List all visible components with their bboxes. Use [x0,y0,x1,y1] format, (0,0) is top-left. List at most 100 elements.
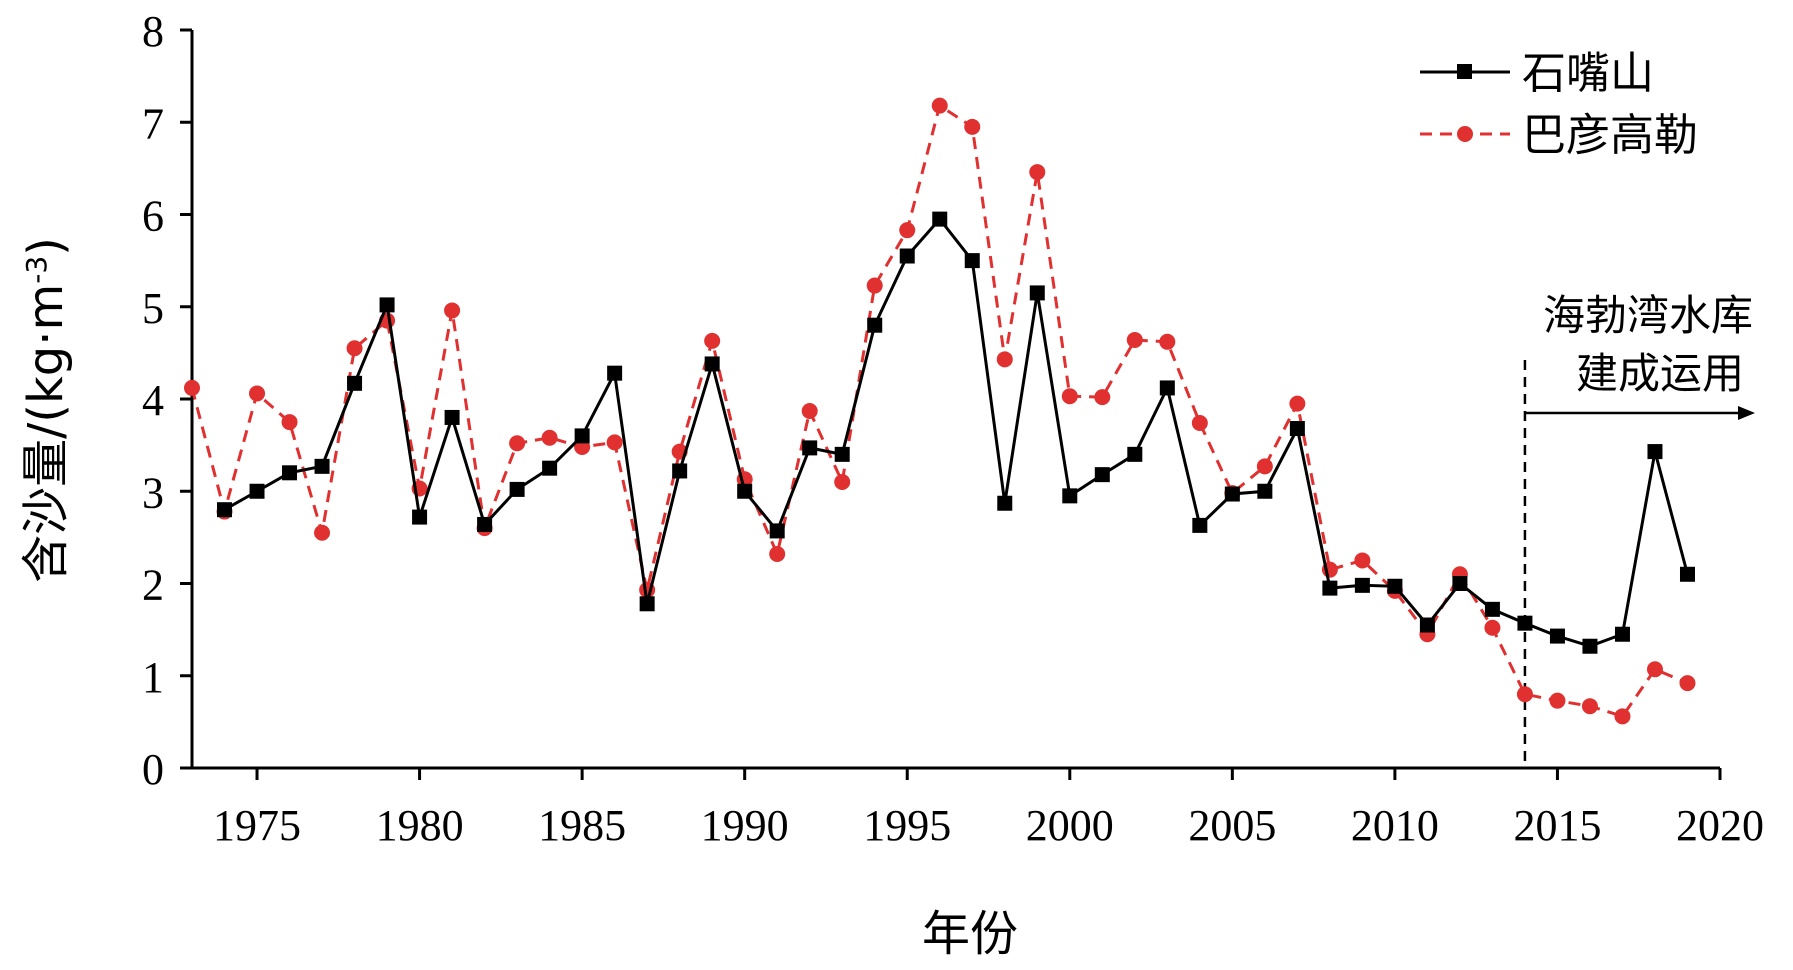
y-tick-label: 5 [142,284,164,333]
point-shizuishan [1354,577,1370,593]
x-tick-label: 2015 [1513,801,1601,850]
legend: 石嘴山 巴彦高勒 [1420,48,1698,161]
point-shizuishan [1289,421,1305,437]
point-shizuishan [379,297,395,313]
point-bayangaole [314,524,331,541]
point-bayangaole [444,302,461,319]
x-tick-label: 2020 [1676,801,1764,850]
point-shizuishan [347,375,363,391]
point-shizuishan [249,483,265,499]
point-shizuishan [1517,615,1533,631]
point-shizuishan [574,428,590,444]
series-line-bayangaole [190,103,1689,719]
y-tick-label: 8 [142,7,164,56]
point-bayangaole [1289,395,1306,412]
point-bayangaole [1191,414,1208,431]
y-axis-title: 含沙量/(kg·m-3) [18,237,74,583]
point-shizuishan [834,446,850,462]
y-tick-label: 3 [142,468,164,517]
x-tick-label: 1990 [701,801,789,850]
y-axis-title-main: 含沙量/(kg·m [18,284,74,583]
point-bayangaole [1549,692,1566,709]
point-shizuishan [672,463,688,479]
point-shizuishan [769,523,785,539]
point-shizuishan [282,465,298,481]
point-shizuishan [1647,444,1663,460]
point-bayangaole [249,385,266,402]
point-bayangaole [1159,333,1176,350]
point-shizuishan [737,483,753,499]
y-ticks: 0 1 2 3 4 5 6 7 8 [142,7,192,794]
point-bayangaole [184,379,200,396]
point-bayangaole [964,118,981,135]
y-tick-label: 7 [142,99,164,148]
y-axis-title-close: ) [18,237,74,256]
point-shizuishan [314,458,330,474]
axes [190,30,1720,770]
point-bayangaole [1094,389,1111,406]
point-shizuishan [1257,483,1273,499]
point-shizuishan [412,509,428,525]
point-shizuishan [1029,285,1045,301]
point-shizuishan [899,248,915,264]
point-bayangaole [931,97,948,114]
point-bayangaole [541,429,558,446]
point-bayangaole [769,545,786,562]
series-layer [184,97,1696,725]
point-shizuishan [607,365,623,381]
point-bayangaole [1516,686,1533,703]
point-bayangaole [281,414,298,431]
x-ticks: 1975 1980 1985 1990 1995 2000 2005 2010 2015 2020 [213,768,1764,850]
point-shizuishan [1452,576,1468,591]
series-shizuishan [217,211,1695,654]
y-tick-label: 1 [142,653,164,702]
point-shizuishan [1192,517,1208,533]
point-shizuishan [1582,638,1598,654]
point-shizuishan [1387,578,1403,594]
point-bayangaole [1256,458,1273,475]
x-tick-label: 1975 [213,801,301,850]
point-bayangaole [996,351,1013,368]
point-shizuishan [1549,628,1565,644]
x-tick-label: 2000 [1026,801,1114,850]
series-bayangaole [184,97,1696,725]
point-bayangaole [834,474,851,491]
point-bayangaole [509,435,526,452]
y-tick-label: 4 [142,376,164,425]
point-bayangaole [606,434,623,451]
point-bayangaole [1061,388,1078,405]
legend-marker-shizuishan [1457,64,1472,79]
point-bayangaole [1581,698,1598,715]
point-shizuishan [1419,617,1435,633]
point-shizuishan [867,317,883,333]
point-shizuishan [1094,467,1110,483]
point-bayangaole [866,277,883,294]
point-bayangaole [1646,661,1663,678]
point-bayangaole [346,340,363,357]
y-axis-title-sup: -3 [20,256,53,284]
annotation-text-line1: 海勃湾水库 [1543,291,1753,340]
point-shizuishan [444,409,460,425]
point-shizuishan [1679,566,1695,582]
point-shizuishan [639,596,655,612]
point-shizuishan [1484,601,1500,617]
point-bayangaole [1354,552,1371,569]
y-tick-label: 6 [142,192,164,241]
x-tick-label: 2010 [1351,801,1439,850]
point-bayangaole [1614,708,1631,725]
legend-marker-bayangaole [1457,126,1473,142]
series-line-shizuishan [223,216,1689,648]
point-bayangaole [1126,331,1143,348]
point-shizuishan [477,516,493,532]
x-tick-label: 2005 [1188,801,1276,850]
x-axis-title: 年份 [922,906,1018,962]
point-shizuishan [1127,446,1143,462]
y-tick-label: 0 [142,745,164,794]
point-shizuishan [997,495,1013,511]
x-tick-label: 1995 [863,801,951,850]
reservoir-arrowhead [1738,406,1755,420]
x-tick-label: 1980 [376,801,464,850]
x-tick-label: 1985 [538,801,626,850]
point-shizuishan [932,211,948,227]
